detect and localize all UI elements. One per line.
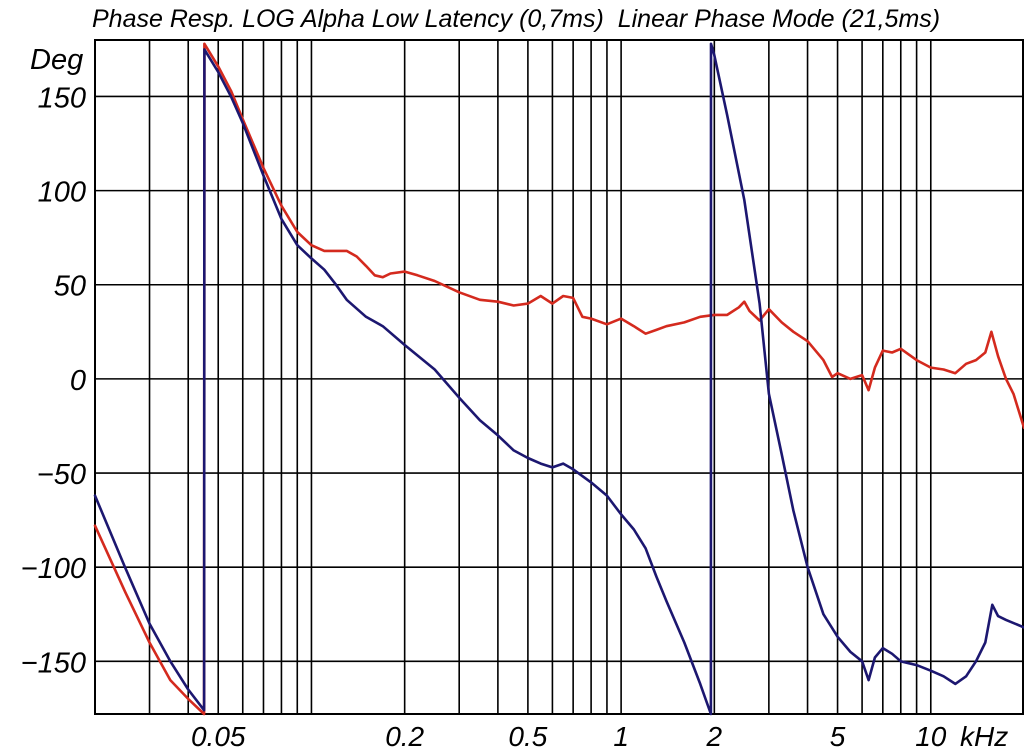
y-tick-label-0: 150 [38,82,86,114]
y-axis-label: Deg [30,44,83,76]
x-tick-label-1: 0.2 [385,721,424,748]
x-tick-labels: 0.05 0.2 0.5 1 2 5 10 [191,721,947,748]
y-tick-label-6: −150 [21,647,86,679]
plot-frame [94,39,1024,715]
chart-title: Phase Resp. LOG Alpha Low Latency (0,7ms… [92,5,940,33]
y-tick-label-5: −100 [21,553,86,585]
x-tick-label-5: 5 [830,721,846,748]
y-tick-label-3: 0 [70,365,86,397]
x-tick-label-4: 2 [706,721,723,748]
series-line-1 [93,42,1024,716]
y-tick-label-2: 50 [54,271,86,303]
x-tick-label-3: 1 [613,721,629,748]
x-tick-label-2: 0.5 [508,721,547,748]
y-tick-label-4: −50 [37,459,86,491]
x-tick-label-0: 0.05 [191,721,246,748]
x-tick-label-6: 10 [915,721,947,748]
grid-layer [94,39,1024,715]
y-tick-label-1: 100 [38,177,86,209]
x-axis-unit-label: kHz [960,721,1008,748]
series-line-0 [93,42,1024,716]
series-layer [93,42,1024,716]
y-tick-labels: 150 100 50 0 −50 −100 −150 [21,82,86,679]
